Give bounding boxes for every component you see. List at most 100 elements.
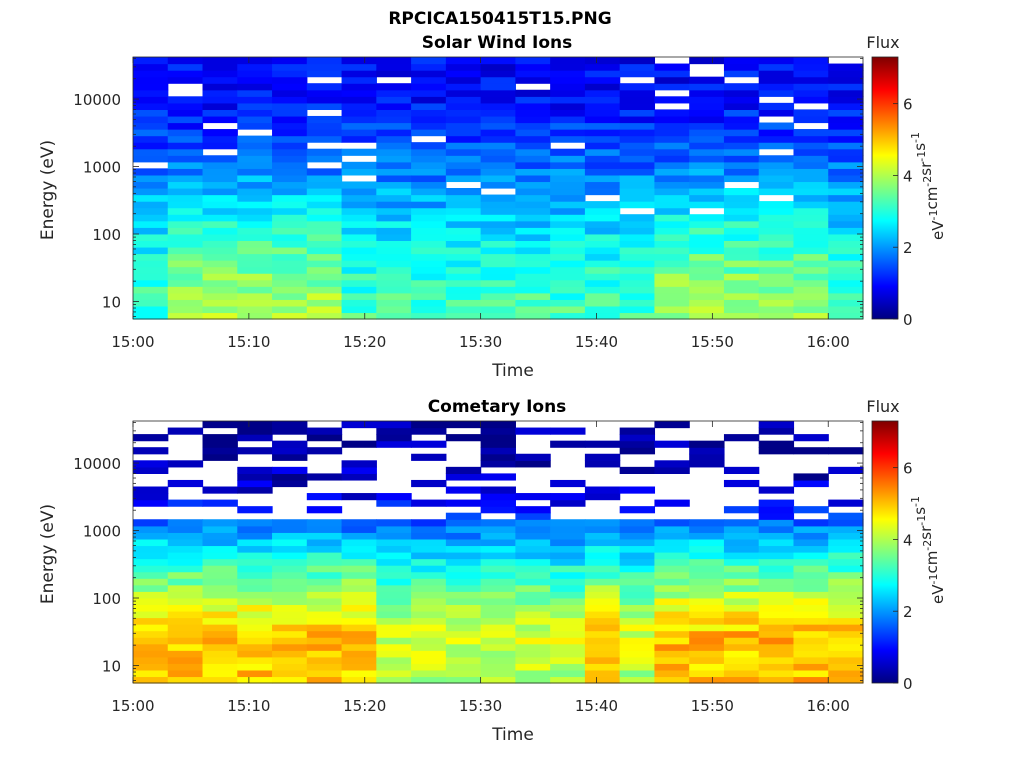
heatmap-cell [654,279,690,287]
heatmap-cell [445,286,482,294]
heatmap-cell [445,650,482,658]
heatmap-cell [167,57,204,65]
heatmap-cell [411,552,447,560]
heatmap-cell [654,115,690,124]
heatmap-cell [550,637,586,645]
heatmap-cell [758,305,795,314]
heatmap-cell [619,266,656,274]
heatmap-cell [550,96,586,104]
heatmap-cell [480,440,516,448]
heatmap-cell [237,135,273,143]
heatmap-cell [480,545,516,553]
heatmap-cell [272,135,308,143]
heatmap-cell [167,194,204,202]
heatmap-cell [167,479,204,488]
heatmap-cell [202,220,238,228]
colorbar-tick-label: 4 [903,531,913,549]
heatmap-cell [654,142,690,150]
heatmap-cell [515,656,551,664]
heatmap-cell [237,565,273,573]
heatmap-cell [272,525,308,533]
heatmap-cell [828,135,864,143]
heatmap-cell [133,63,169,71]
heatmap-cell [619,427,656,435]
heatmap-cell [133,168,169,176]
heatmap-cell [237,506,273,514]
heatmap-cell [515,650,551,658]
heatmap-cell [584,201,621,209]
heatmap-cell [654,233,690,241]
heatmap-cell [341,637,377,645]
heatmap-cell [480,486,516,494]
heatmap-cell [237,246,273,255]
heatmap-cell [723,102,760,110]
heatmap-cell [689,83,725,91]
heatmap-cell [411,499,447,507]
heatmap-cell [272,70,308,78]
heatmap-cell [758,273,795,281]
heatmap-cell [411,565,447,573]
heatmap-cell [411,246,447,255]
heatmap-cell [167,305,204,314]
heatmap-cell [793,656,829,664]
heatmap-cell [133,597,169,605]
heatmap-cell [689,260,725,268]
heatmap-cell [202,440,238,448]
heatmap-cell [723,637,760,645]
heatmap-cell [793,135,829,143]
heatmap-cell [758,70,795,78]
heatmap-cell [550,650,586,658]
heatmap-cell [723,122,760,130]
heatmap-cell [133,174,169,183]
colorbar-title: Flux [866,397,899,416]
heatmap-cell [619,663,656,671]
heatmap-cell [584,591,621,599]
heatmap-cell [237,102,273,110]
heatmap-cell [515,227,551,235]
heatmap-cell [167,220,204,228]
heatmap-cell [272,148,308,156]
heatmap-cell [237,578,273,586]
heatmap-cell [411,519,447,527]
heatmap-cell [723,83,760,91]
heatmap-cell [167,279,204,287]
heatmap-cell [445,220,482,228]
heatmap-cell [133,571,169,579]
heatmap-cell [376,305,412,314]
heatmap-cell [654,70,690,78]
heatmap-cell [793,279,829,287]
heatmap-cell [619,676,656,684]
heatmap-cell [619,312,656,320]
heatmap-cell [237,142,273,150]
heatmap-cell [793,532,829,540]
heatmap-cell [515,155,551,163]
heatmap-cell [411,656,447,664]
heatmap-cell [306,181,343,189]
heatmap-cell [480,181,516,189]
heatmap-cell [272,168,308,176]
heatmap-cell [445,545,482,553]
heatmap-cell [654,122,690,130]
heatmap-cell [793,597,829,605]
heatmap-cell [654,246,690,255]
heatmap-cell [167,201,204,209]
heatmap-cell [237,253,273,261]
y-tick-label: 10 [102,657,121,675]
heatmap-cell [758,76,795,84]
heatmap-cell [619,604,656,612]
heatmap-cell [758,312,795,320]
axes-frame [132,56,864,320]
heatmap-cell [723,663,760,671]
heatmap-cell [654,174,690,183]
heatmap-cell [619,617,656,625]
heatmap-cell [793,273,829,281]
heatmap-cell [689,610,725,619]
heatmap-cell [306,148,343,156]
heatmap-cell [202,279,238,287]
heatmap-cell [341,168,377,176]
heatmap-cell [723,656,760,664]
heatmap-cell [237,188,273,196]
heatmap-cell [167,188,204,196]
heatmap-cell [133,466,169,474]
heatmap-cell [202,115,238,124]
